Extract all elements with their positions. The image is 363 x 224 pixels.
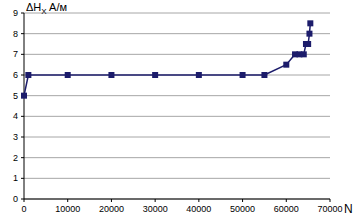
y-tick-label: 1 bbox=[13, 173, 18, 183]
x-tick-label: 0 bbox=[21, 204, 26, 214]
data-point bbox=[25, 72, 31, 78]
data-line bbox=[24, 23, 310, 95]
y-label-main: ΔH bbox=[26, 1, 41, 13]
data-point bbox=[240, 72, 246, 78]
grid-line bbox=[24, 54, 330, 55]
x-tick-label: 20000 bbox=[99, 204, 124, 214]
plot-area bbox=[21, 20, 313, 98]
data-point bbox=[21, 93, 27, 99]
grid-line bbox=[24, 116, 330, 117]
x-tick-label: 30000 bbox=[143, 204, 168, 214]
data-point bbox=[65, 72, 71, 78]
data-point bbox=[283, 62, 289, 68]
y-tick-label: 0 bbox=[13, 194, 18, 204]
y-tick-label: 9 bbox=[13, 8, 18, 18]
grid-line bbox=[24, 157, 330, 158]
y-tick-label: 3 bbox=[13, 132, 18, 142]
data-point bbox=[261, 72, 267, 78]
y-label-unit: A/м bbox=[47, 1, 67, 13]
y-axis bbox=[24, 13, 25, 199]
chart-container: 0 1 2 3 4 5 6 7 8 9 0 10000 20000 30000 40000 50000 6000… bbox=[0, 0, 363, 224]
background bbox=[0, 0, 363, 224]
y-axis-label: ΔHX A/м bbox=[26, 1, 67, 16]
y-tick-label: 4 bbox=[13, 111, 18, 121]
grid-line bbox=[24, 178, 330, 179]
x-tick-label: 60000 bbox=[274, 204, 299, 214]
x-tick-label: 10000 bbox=[55, 204, 80, 214]
chart-svg: 0 1 2 3 4 5 6 7 8 9 0 10000 20000 30000 40000 50000 6000… bbox=[0, 0, 363, 224]
y-tick-label: 7 bbox=[13, 49, 18, 59]
x-axis bbox=[24, 199, 330, 200]
data-point bbox=[305, 41, 311, 47]
data-point bbox=[196, 72, 202, 78]
grid-line bbox=[24, 137, 330, 138]
data-point bbox=[307, 20, 313, 26]
x-axis-label: N bbox=[344, 202, 353, 216]
grid-line bbox=[24, 13, 330, 14]
x-tick-label: 50000 bbox=[230, 204, 255, 214]
x-tick-label: 40000 bbox=[186, 204, 211, 214]
y-tick-label: 8 bbox=[13, 29, 18, 39]
data-point bbox=[301, 51, 307, 57]
y-tick-label: 6 bbox=[13, 70, 18, 80]
y-tick-label: 2 bbox=[13, 153, 18, 163]
grid-line bbox=[24, 199, 330, 200]
x-tick-label: 70000 bbox=[317, 204, 342, 214]
data-point bbox=[152, 72, 158, 78]
y-tick-label: 5 bbox=[13, 91, 18, 101]
grid-line bbox=[24, 33, 330, 34]
grid-line bbox=[24, 95, 330, 96]
data-point bbox=[306, 31, 312, 37]
data-point bbox=[108, 72, 114, 78]
